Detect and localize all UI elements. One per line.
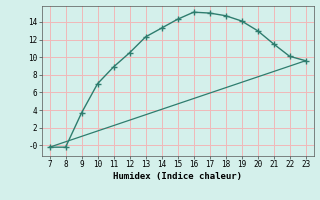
X-axis label: Humidex (Indice chaleur): Humidex (Indice chaleur): [113, 172, 242, 181]
